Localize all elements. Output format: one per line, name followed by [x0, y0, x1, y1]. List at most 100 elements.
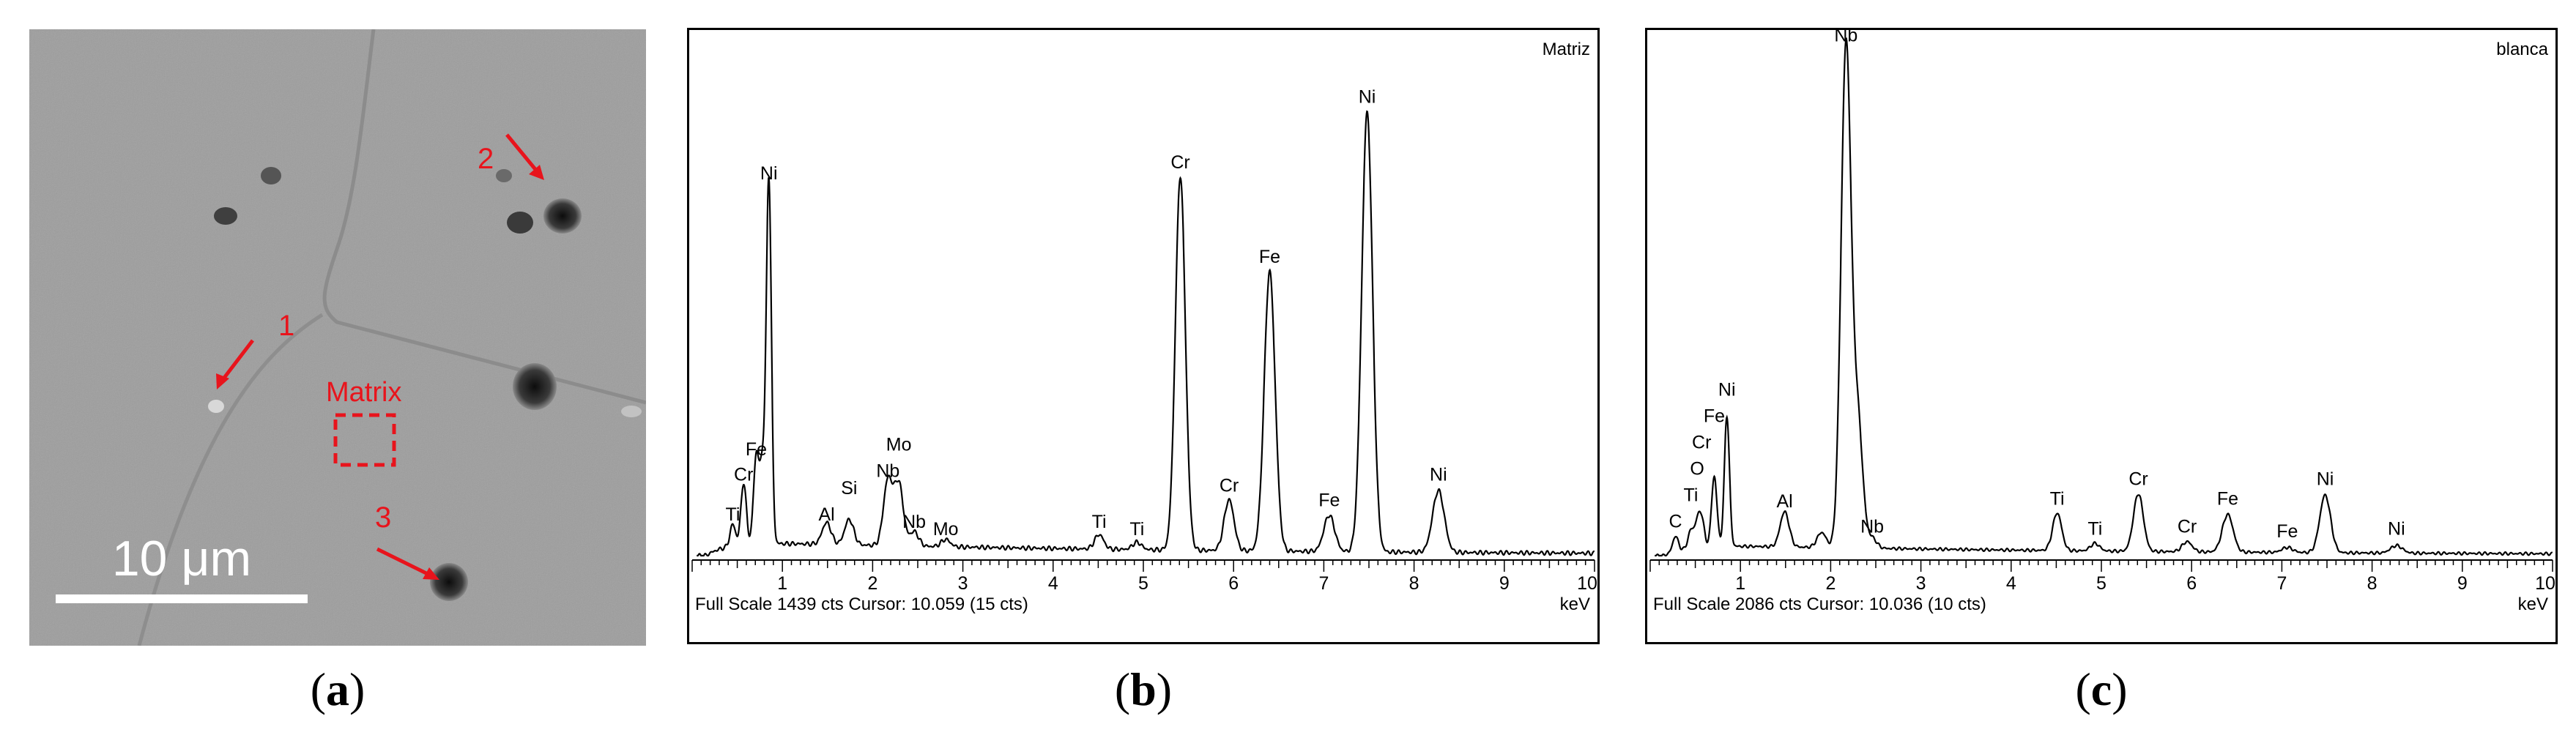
peak-label: Cr: [1220, 476, 1239, 496]
peak-label: O: [1690, 458, 1704, 479]
x-tick-label: 9: [1499, 573, 1510, 594]
peak-label: Fe: [2217, 489, 2238, 510]
caption-a: (a): [311, 663, 365, 717]
arrow-3: [376, 547, 431, 577]
particle: [261, 167, 281, 184]
x-tick-label: 5: [2096, 573, 2107, 594]
scale-bar-label: 10 μm: [112, 531, 251, 586]
x-tick-label: 1: [777, 573, 787, 594]
caption-c: (c): [2075, 663, 2127, 717]
x-tick-label: 10: [2535, 573, 2555, 594]
x-tick-label: 8: [2367, 573, 2378, 594]
peak-label: Cr: [2178, 516, 2197, 537]
caption-a-close: ): [349, 663, 365, 715]
x-tick-label: 2: [867, 573, 877, 594]
peak-label: C: [1669, 511, 1682, 531]
peak-label: Ti: [1129, 519, 1144, 540]
peak-label: Cr: [1692, 432, 1711, 452]
matrix-box: [333, 413, 396, 467]
peak-label: Nb: [1860, 516, 1884, 537]
peak-label: Mo: [886, 435, 912, 455]
peak-label: Al: [1776, 491, 1792, 512]
x-tick-label: 7: [1318, 573, 1329, 594]
x-tick-label: 4: [2006, 573, 2016, 594]
x-axis-label: keV: [1560, 594, 1590, 614]
particle: [214, 207, 237, 225]
x-tick-label: 3: [958, 573, 968, 594]
particle: [543, 198, 582, 234]
peak-label: Ni: [2317, 469, 2334, 489]
caption-b-open: (: [1114, 663, 1131, 715]
particle: [513, 363, 557, 410]
peak-label: Ni: [1359, 87, 1376, 108]
sem-image: 1 2 3 Matrix 10 μm: [29, 29, 646, 646]
caption-b: (b): [1115, 663, 1172, 717]
x-tick-label: 6: [1228, 573, 1239, 594]
peak-label: Fe: [2276, 521, 2298, 542]
peak-label: Mo: [933, 519, 959, 540]
scale-bar: [56, 594, 308, 603]
x-tick-label: 6: [2186, 573, 2197, 594]
x-tick-label: 5: [1138, 573, 1148, 594]
particle: [496, 169, 512, 182]
x-axis-label: keV: [2518, 594, 2548, 614]
peak-label: Ni: [1430, 465, 1447, 485]
arrow-2: [505, 133, 539, 174]
peak-label: Ni: [2388, 519, 2405, 540]
spectrum-label: blanca: [2496, 40, 2548, 59]
status-readout: Full Scale 1439 cts Cursor: 10.059 (15 c…: [695, 594, 1028, 614]
peak-label: Ti: [725, 504, 740, 525]
spectrum-label: Matriz: [1543, 40, 1590, 59]
sem-noise: [29, 29, 646, 646]
peak-label: Si: [841, 478, 857, 499]
x-tick-label: 10: [1577, 573, 1597, 594]
peak-label: Fe: [1318, 490, 1340, 510]
x-tick-label: 8: [1409, 573, 1419, 594]
peak-label: Nb: [1834, 30, 1857, 45]
label-matrix: Matrix: [326, 377, 401, 408]
x-tick-label: 3: [1916, 573, 1926, 594]
peak-label: Nb: [876, 461, 899, 482]
caption-c-letter: c: [2090, 663, 2112, 715]
peak-label: Ti: [2050, 489, 2065, 510]
grain-boundary: [322, 29, 646, 405]
peak-label: Ti: [2087, 519, 2102, 540]
caption-c-close: ): [2112, 663, 2128, 715]
spectrum-series: [1655, 37, 2553, 557]
caption-b-close: ): [1156, 663, 1173, 715]
peak-label: Fe: [1259, 247, 1280, 267]
caption-b-letter: b: [1130, 663, 1157, 715]
label-point-2: 2: [478, 143, 494, 175]
peak-label: Cr: [2128, 469, 2148, 489]
grain-boundary: [137, 313, 324, 646]
eds-spectrum-matrix: 1 2 3 4 5 6 7 8 9 10 keV Full Scale 1439 cts Cursor…: [687, 28, 1600, 644]
peak-label: Nb: [902, 512, 926, 532]
peak-label: Cr: [1170, 152, 1189, 173]
peak-label: Ni: [760, 163, 778, 184]
peak-label: Al: [818, 504, 834, 525]
x-tick-label: 9: [2457, 573, 2468, 594]
eds-spectrum-white-phase: 1 2 3 4 5 6 7 8 9 10 keV Full Scale 2086 cts Cursor…: [1645, 28, 2558, 644]
peak-label: Ti: [1092, 512, 1107, 532]
arrow-1: [220, 339, 254, 382]
caption-a-letter: a: [326, 663, 349, 715]
caption-c-open: (: [2075, 663, 2091, 715]
peak-label: Ni: [1718, 379, 1736, 400]
x-tick-label: 1: [1735, 573, 1745, 594]
x-tick-label: 4: [1048, 573, 1058, 594]
spectrum-series: [697, 110, 1595, 557]
caption-a-open: (: [310, 663, 326, 715]
label-point-1: 1: [278, 310, 294, 342]
label-point-3: 3: [375, 501, 391, 534]
x-tick-label: 7: [2276, 573, 2287, 594]
particle: [208, 400, 224, 413]
x-tick-label: 2: [1825, 573, 1836, 594]
peak-label: Fe: [746, 439, 767, 460]
peak-label: Ti: [1683, 485, 1698, 505]
peak-label: Fe: [1704, 406, 1725, 426]
status-readout: Full Scale 2086 cts Cursor: 10.036 (10 c…: [1653, 594, 1986, 614]
peak-label: Cr: [734, 465, 753, 485]
particle: [621, 406, 642, 417]
